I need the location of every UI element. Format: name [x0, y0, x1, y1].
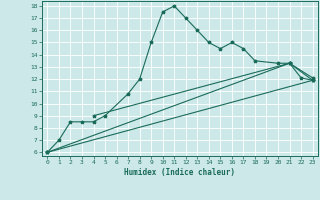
X-axis label: Humidex (Indice chaleur): Humidex (Indice chaleur) [124, 168, 236, 177]
